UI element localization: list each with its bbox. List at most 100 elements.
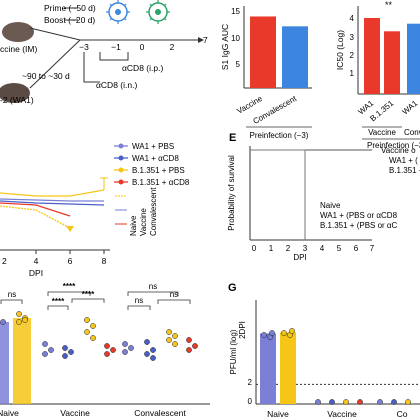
lung-point	[128, 345, 134, 351]
lung-point	[144, 339, 150, 345]
legend-group-label: Naive	[129, 215, 138, 236]
survival-label: Naive	[320, 201, 341, 210]
lung-points	[0, 311, 198, 404]
lung-point	[172, 333, 178, 339]
survival-xtick: 7	[370, 244, 375, 253]
g-point	[261, 332, 267, 338]
lung-point	[22, 317, 28, 323]
timeline-tick: 2	[170, 42, 175, 52]
schematic: Prime (~50 d) Boost (~20 d) ccine (IM) ~…	[0, 0, 208, 105]
lung-point	[186, 337, 192, 343]
weight-chart: 2 4 6 8 DPI WA1 + PBS WA1 + αCD8 B.1.351…	[0, 142, 190, 278]
legend-marker	[118, 167, 124, 173]
panel-label-e: E	[229, 132, 236, 144]
g-point	[315, 399, 321, 405]
sig-label: ****	[52, 297, 65, 306]
legend-label: WA1 + PBS	[132, 142, 174, 151]
prime-label: Prime (~50 d)	[44, 3, 96, 13]
ic50-xtick: B.1.351	[368, 98, 395, 123]
timeline-tick: −1	[111, 42, 121, 52]
lung-titer-chart: ns **** **** **** ns ns ns Naive Vaccine…	[0, 282, 210, 418]
s1-igg-chart: S1 IgG AUC 15 10 5 Vaccine Convalescent …	[220, 6, 312, 140]
weight-curve-wa1-acd8	[0, 200, 105, 206]
ic50-ytick: 2	[350, 51, 355, 60]
sig-label: ns	[149, 282, 157, 291]
acd8-ip-label: αCD8 (i.p.)	[122, 63, 163, 73]
g-bar-naive-wa1	[260, 333, 276, 404]
survival-ylabel: Probability of survival	[227, 155, 236, 231]
lung-point	[166, 329, 172, 335]
sig-bracket	[47, 291, 91, 296]
g-ylabel: PFU/ml (log)	[229, 329, 238, 374]
weight-xtick: 8	[102, 256, 107, 266]
lung-bar	[0, 322, 9, 404]
sig-bracket	[0, 299, 23, 304]
weight-xtick: 2	[2, 256, 7, 266]
ic50-xtick: WA1	[400, 98, 419, 116]
ic50-bar-vaccine-b1351	[384, 31, 400, 94]
lung-point	[0, 319, 6, 325]
virus-icon-blue	[106, 0, 130, 24]
weight-xtick: 4	[34, 256, 39, 266]
legend-group-label: Convalescent	[149, 187, 158, 236]
s1-bar-convalescent	[282, 26, 308, 88]
lung-point	[104, 351, 110, 357]
g-point	[357, 399, 363, 405]
weight-xlabel: DPI	[29, 268, 43, 278]
lung-group-label: Vaccine	[60, 408, 90, 418]
weight-xtick: 6	[68, 256, 73, 266]
sig-label: ****	[63, 282, 76, 291]
g-point	[377, 399, 383, 405]
legend-marker	[118, 179, 124, 185]
weight-curve-naive	[0, 205, 71, 229]
ic50-group-label: Conva	[404, 128, 420, 137]
g-bar-naive-b1351	[280, 332, 296, 404]
g-ytick: 0	[248, 397, 253, 406]
s1-ylabel: S1 IgG AUC	[220, 24, 230, 70]
lung-point	[166, 337, 172, 343]
survival-label: B.1.351 + (PBS or αC	[320, 221, 398, 230]
vaccine-im-label: ccine (IM)	[0, 44, 37, 54]
lung-point	[42, 351, 48, 357]
legend-label: B.1.351 + αCD8	[132, 178, 190, 187]
sig-bracket	[47, 305, 69, 310]
ic50-group-label: Vaccine	[368, 128, 396, 137]
ic50-bar-vaccine-wa1	[364, 18, 380, 94]
g-xtick: Co	[397, 409, 408, 419]
lung-point	[84, 329, 90, 335]
g-point	[269, 330, 275, 336]
range-label: ~90 to ~30 d	[22, 71, 70, 81]
acd8-in-bracket	[83, 52, 100, 83]
survival-line-naive	[250, 149, 306, 240]
timeline-tick: 7	[203, 35, 208, 45]
sig-bracket	[71, 298, 105, 303]
lung-point	[90, 323, 96, 329]
g-xtick: Vaccine	[327, 409, 357, 419]
lung-group-label: Convalescent	[134, 408, 186, 418]
lung-point	[122, 349, 128, 355]
lung-point	[150, 355, 156, 361]
ic50-section-label: Preinfection (−3	[367, 141, 420, 150]
lung-point	[144, 351, 150, 357]
lung-point	[150, 347, 156, 353]
survival-xtick: 3	[303, 244, 308, 253]
g-point	[289, 328, 295, 334]
legend-group-label: Vaccine	[139, 208, 148, 236]
lung-point	[192, 343, 198, 349]
sig-label: ****	[82, 290, 95, 299]
survival-label: B.1.351 +	[389, 166, 420, 175]
lung-point	[172, 341, 178, 347]
s1-ytick: 10	[231, 34, 240, 43]
legend-marker	[118, 143, 124, 149]
sig-label: ns	[135, 296, 143, 305]
weight-legend: WA1 + PBS WA1 + αCD8 B.1.351 + PBS B.1.3…	[114, 142, 190, 236]
ic50-ytick: 4	[350, 14, 355, 23]
weight-curve-b1351-acd8	[0, 202, 71, 217]
lung-sig-brackets	[0, 291, 191, 310]
timeline-arrow	[198, 37, 204, 43]
lung-bar	[13, 318, 31, 404]
s1-ytick: 5	[236, 60, 241, 69]
lung-point	[62, 345, 68, 351]
survival-xtick: 5	[337, 244, 342, 253]
boost-label: Boost (~20 d)	[44, 15, 95, 25]
